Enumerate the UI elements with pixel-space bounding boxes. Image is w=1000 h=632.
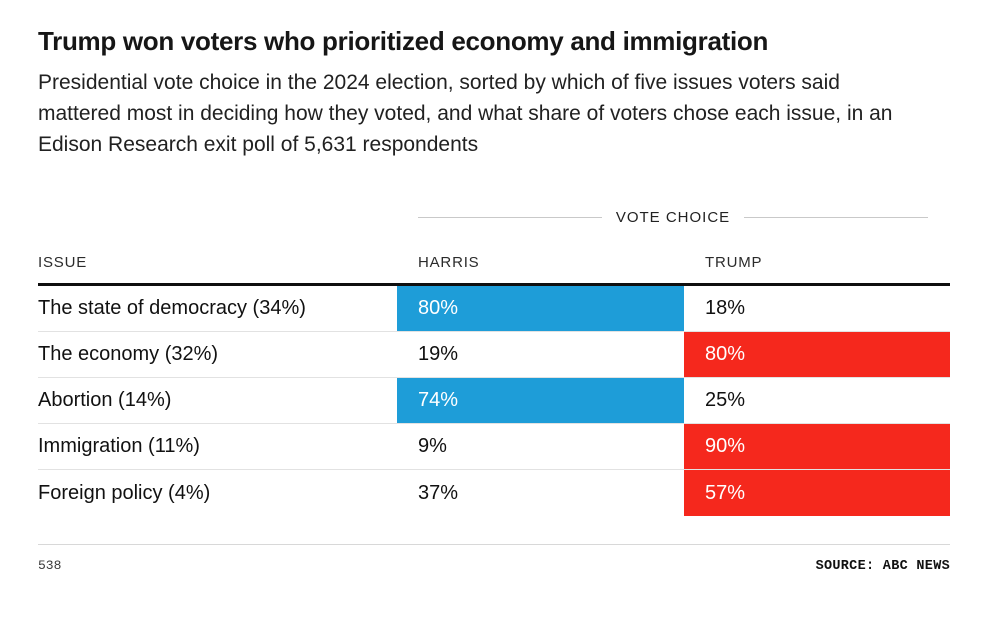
trump-value-cell: 90% — [684, 424, 950, 469]
trump-value-cell: 18% — [705, 297, 746, 319]
table-row: Immigration (11%) 9% 90% — [38, 424, 950, 470]
issue-cell: Abortion (14%) — [38, 389, 172, 411]
chart-card: Trump won voters who prioritized economy… — [38, 26, 950, 574]
footer-brand: 538 — [38, 558, 62, 573]
chart-subtitle: Presidential vote choice in the 2024 ele… — [38, 71, 893, 156]
harris-value-cell: 74% — [397, 378, 684, 423]
harris-value-cell: 37% — [418, 481, 459, 504]
vote-choice-group-header: VOTE CHOICE — [418, 208, 929, 226]
chart-title: Trump won voters who prioritized economy… — [38, 26, 769, 56]
footer: 538 SOURCE: ABC NEWS — [38, 544, 950, 574]
table-header-row: ISSUE HARRIS TRUMP — [38, 254, 950, 286]
trump-value-cell: 25% — [705, 389, 746, 411]
issue-cell: The state of democracy (34%) — [38, 297, 306, 319]
table-body: The state of democracy (34%) 80% 18% The… — [38, 286, 950, 516]
trump-value-cell: 80% — [684, 332, 950, 377]
issue-cell: Foreign policy (4%) — [38, 481, 211, 504]
issue-cell: Immigration (11%) — [38, 435, 200, 457]
column-header-trump: TRUMP — [705, 254, 763, 271]
harris-value-cell: 19% — [418, 343, 459, 365]
trump-value-cell: 57% — [684, 470, 950, 516]
table-row: Abortion (14%) 74% 25% — [38, 378, 950, 424]
harris-value-cell: 80% — [397, 286, 684, 331]
issue-cell: The economy (32%) — [38, 343, 219, 365]
column-header-harris: HARRIS — [418, 254, 480, 271]
divider-line — [418, 216, 602, 218]
table-row: Foreign policy (4%) 37% 57% — [38, 470, 950, 516]
footer-source: SOURCE: ABC NEWS — [815, 559, 950, 574]
divider-line — [744, 216, 929, 218]
vote-choice-label: VOTE CHOICE — [615, 208, 731, 226]
harris-value-cell: 9% — [418, 435, 447, 457]
table-row: The economy (32%) 19% 80% — [38, 332, 950, 378]
table-row: The state of democracy (34%) 80% 18% — [38, 286, 950, 332]
column-header-issue: ISSUE — [38, 254, 88, 271]
